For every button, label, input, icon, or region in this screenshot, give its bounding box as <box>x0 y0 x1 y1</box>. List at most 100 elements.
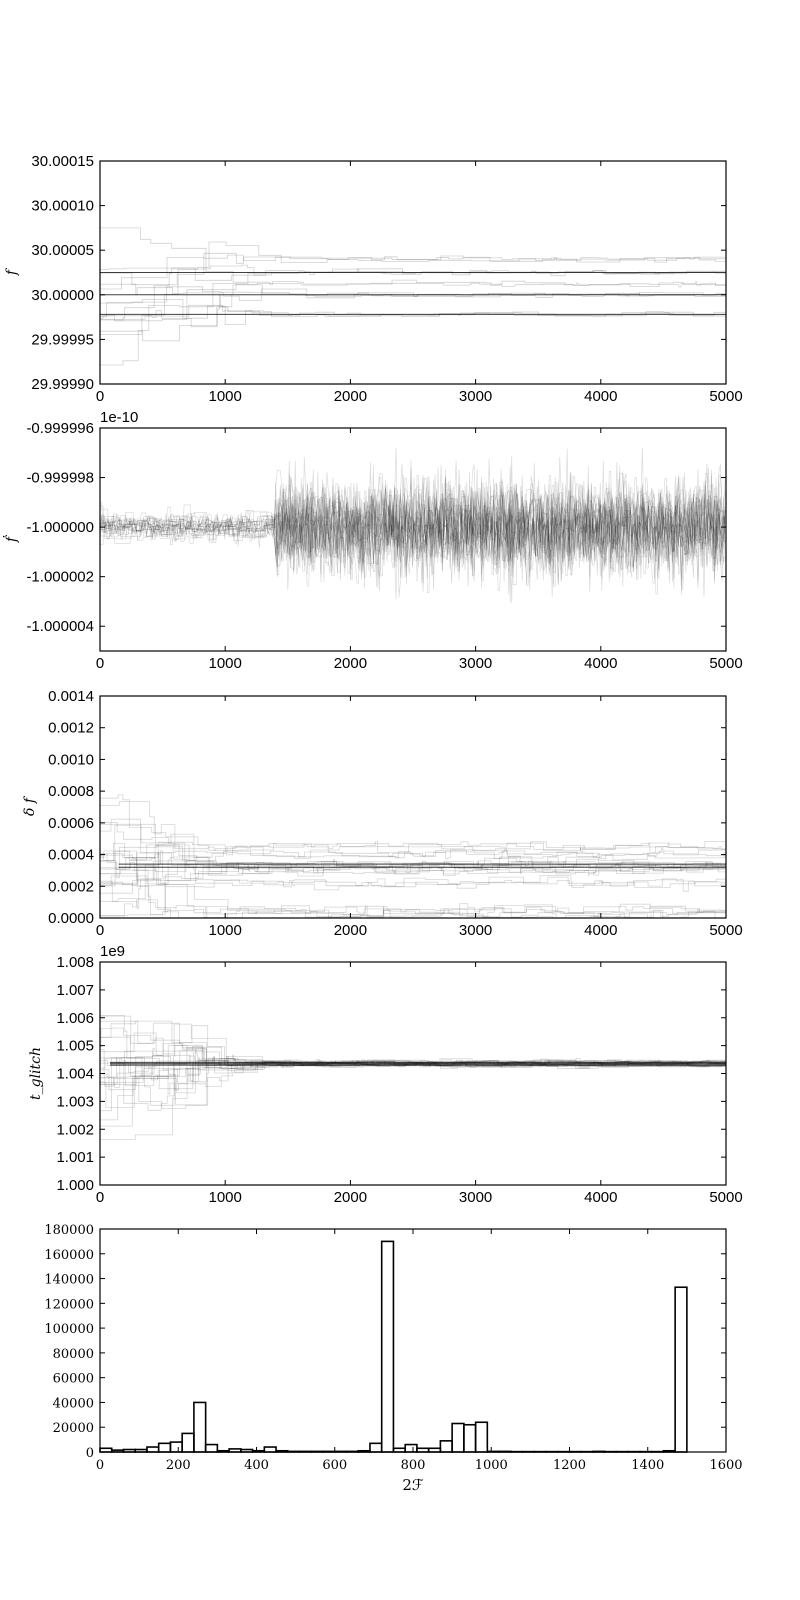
y-axis-label: t_glitch <box>28 1047 44 1100</box>
x-tick-label: 4000 <box>584 1189 617 1206</box>
walker-trace <box>100 306 726 328</box>
y-tick-label: -0.999998 <box>26 470 94 487</box>
walker-trace <box>100 460 725 579</box>
y-tick-label: 1.004 <box>56 1066 94 1083</box>
histogram-bar <box>380 1240 395 1453</box>
plot-frame <box>99 160 727 385</box>
x-tick-label: 5000 <box>709 388 742 405</box>
walker-trace <box>100 850 726 902</box>
y-tick-label: -1.000004 <box>26 618 94 635</box>
x-tick-label: 1000 <box>209 1189 242 1206</box>
histogram-bar <box>193 1401 207 1453</box>
panel-fdot-trace: 0 1000 2000 3000 4000 5000 -1.000004 -1.000002 -… <box>2 409 743 672</box>
walker-trace <box>100 447 726 587</box>
walker-trace <box>100 844 726 879</box>
walker-trace <box>100 457 726 582</box>
x-tick-label: 2000 <box>334 388 367 405</box>
histogram-bar <box>146 1446 160 1453</box>
x-tick-label: 2000 <box>334 655 367 672</box>
histogram-bar <box>674 1286 688 1453</box>
y-tick-label: 120000 <box>44 1297 94 1312</box>
y-tick-label: 180000 <box>44 1223 94 1238</box>
x-tick-label: 5000 <box>709 922 742 939</box>
x-tick-label: 3000 <box>459 1189 492 1206</box>
y-axis-label: ḟ <box>2 534 20 543</box>
histogram-bar <box>463 1423 477 1453</box>
x-tick-label: 3000 <box>459 922 492 939</box>
walker-trace <box>100 825 726 876</box>
walker-trace <box>100 850 726 881</box>
walker-trace <box>100 1049 726 1106</box>
walker-trace <box>100 227 726 287</box>
y-tick-label: 30.00000 <box>31 287 94 304</box>
y-tick-label: 1.000 <box>56 1177 94 1194</box>
walker-trace <box>100 477 726 592</box>
walker-trace <box>100 469 726 597</box>
x-tick-label: 3000 <box>459 655 492 672</box>
y-tick-label: 1.005 <box>56 1038 94 1055</box>
walker-trace <box>100 448 726 600</box>
walker-trace <box>100 447 726 591</box>
histogram-bar <box>451 1422 465 1453</box>
walker-trace <box>100 469 726 591</box>
y-tick-label: 0.0004 <box>48 847 94 864</box>
x-axis-label: 2ℱ <box>402 1476 424 1494</box>
walker-trace <box>100 254 726 290</box>
walker-trace <box>100 843 726 887</box>
y-tick-label: 30.00005 <box>31 242 94 259</box>
histogram-bar <box>369 1442 383 1453</box>
y-tick-label: 80000 <box>53 1347 94 1362</box>
walker-trace <box>100 299 726 325</box>
y-tick-label: 1.008 <box>56 954 94 971</box>
y-tick-label: 100000 <box>44 1322 94 1337</box>
y-tick-label: 30.00010 <box>31 198 94 215</box>
walker-trace <box>100 460 725 589</box>
y-tick-label: 1.002 <box>56 1121 94 1138</box>
axis-offset-label: 1e9 <box>100 943 125 960</box>
walker-trace <box>100 1020 726 1066</box>
panel-tglitch-trace: 0 1000 2000 3000 4000 5000 1.000 1.001 1.002 1.00… <box>28 943 743 1206</box>
histogram-bar <box>474 1421 489 1453</box>
x-tick-label: 2000 <box>334 922 367 939</box>
x-tick-label: 200 <box>166 1458 191 1473</box>
histogram-bars <box>99 1240 688 1453</box>
histogram-bar <box>263 1446 277 1453</box>
y-tick-label: 0.0002 <box>48 878 94 895</box>
histogram-bar <box>204 1443 219 1453</box>
walker-trace <box>100 283 726 301</box>
walker-trace <box>100 848 726 859</box>
plot-frame <box>99 961 727 1186</box>
y-tick-label: -1.000002 <box>26 569 94 586</box>
walker-trace <box>100 466 725 593</box>
walker-trace <box>100 1020 726 1068</box>
y-tick-label: 0.0000 <box>48 910 94 927</box>
y-tick-label: -1.000000 <box>26 519 94 536</box>
walker-trace <box>100 862 726 917</box>
histogram-bar <box>181 1432 195 1453</box>
walker-trace <box>100 883 726 918</box>
y-tick-label: 1.003 <box>56 1093 94 1110</box>
x-tick-label: 5000 <box>709 655 742 672</box>
x-tick-label: 0 <box>96 922 104 939</box>
x-tick-label: 4000 <box>584 388 617 405</box>
x-tick-label: 0 <box>96 655 104 672</box>
walker-trace <box>100 457 726 586</box>
walker-trace <box>100 267 726 281</box>
panel-2F-histogram: 0 200 400 600 800 1000 1200 1400 1600 0 20000 40000… <box>44 1223 742 1494</box>
x-tick-label: 1000 <box>475 1458 508 1473</box>
histogram-bar <box>439 1440 453 1453</box>
walker-trace <box>100 466 726 603</box>
walker-traces <box>100 227 726 366</box>
y-tick-label: -0.999996 <box>26 420 94 437</box>
walker-trace <box>100 241 726 335</box>
x-tick-label: 1000 <box>209 388 242 405</box>
x-tick-label: 1400 <box>631 1458 664 1473</box>
walker-traces <box>100 794 726 918</box>
y-tick-label: 29.99995 <box>31 331 94 348</box>
plot-frame <box>99 427 727 652</box>
walker-trace <box>100 463 726 589</box>
x-tick-label: 0 <box>96 1189 104 1206</box>
x-tick-label: 4000 <box>584 922 617 939</box>
walker-trace <box>100 823 726 876</box>
x-tick-label: 800 <box>401 1458 426 1473</box>
